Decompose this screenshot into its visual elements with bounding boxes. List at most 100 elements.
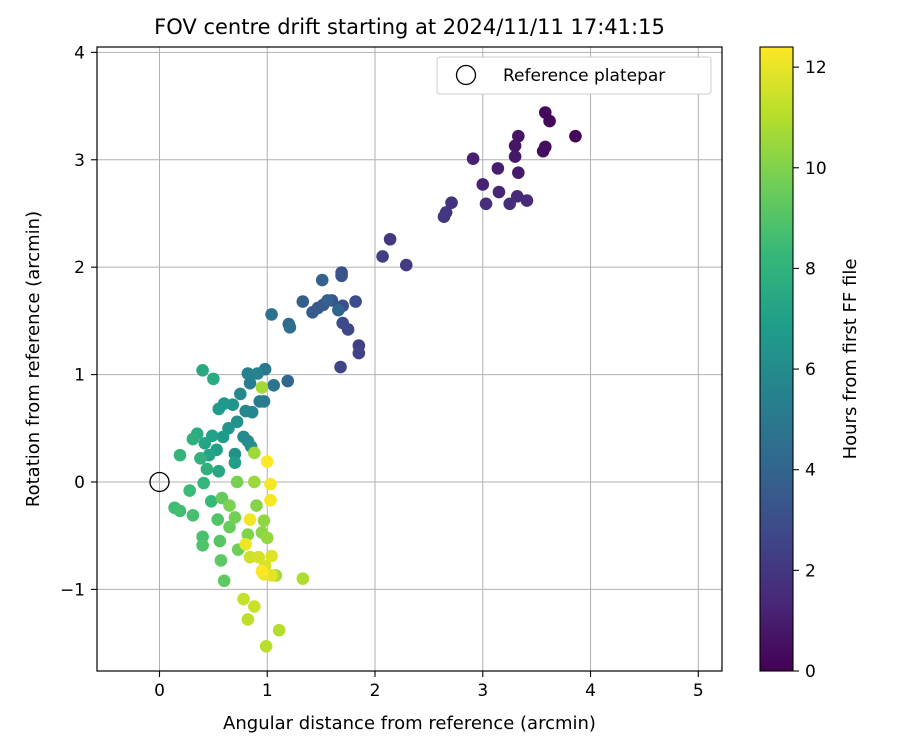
data-point (255, 564, 269, 578)
data-point (186, 508, 200, 522)
y-axis-ticks: −1 0 1 2 3 4 (60, 43, 97, 600)
data-point (264, 493, 277, 507)
data-point (216, 430, 230, 444)
data-point (260, 531, 274, 545)
data-point (399, 258, 413, 272)
data-point (241, 528, 255, 541)
data-point (264, 477, 277, 491)
data-point (200, 462, 214, 476)
data-point (520, 194, 534, 207)
data-point (251, 367, 264, 380)
data-point (211, 513, 224, 526)
data-point (334, 360, 347, 374)
colorbar-tick-label: 10 (805, 159, 827, 179)
colorbar-ticks: 0 2 4 6 8 10 12 (793, 58, 827, 682)
x-tick-label: 0 (154, 681, 165, 701)
data-point (243, 376, 257, 390)
data-point (569, 129, 582, 143)
data-point (230, 475, 244, 489)
data-point (512, 129, 525, 143)
data-point (214, 554, 228, 567)
data-point (336, 316, 349, 330)
data-point (212, 402, 226, 416)
x-tick-label: 3 (477, 681, 488, 701)
data-point (335, 269, 348, 283)
data-point (259, 639, 273, 653)
data-point (239, 537, 253, 551)
data-point (306, 305, 319, 319)
data-point (479, 197, 493, 211)
data-point (217, 574, 231, 588)
data-point (445, 196, 458, 210)
data-point (255, 381, 269, 394)
data-point (536, 144, 550, 158)
data-point (466, 152, 480, 165)
colorbar-tick-label: 0 (805, 662, 816, 682)
colorbar-tick-label: 4 (805, 461, 816, 481)
data-point (296, 572, 310, 585)
data-point (538, 106, 552, 119)
data-point (272, 623, 286, 637)
x-axis-ticks: 0 1 2 3 4 5 (154, 671, 704, 701)
data-point (376, 250, 389, 263)
data-point (281, 374, 295, 388)
plot-background (97, 47, 722, 671)
data-point (228, 511, 242, 524)
colorbar-tick-label: 6 (805, 360, 816, 380)
data-point (267, 379, 281, 392)
data-point (437, 210, 451, 223)
chart-title: FOV centre drift starting at 2024/11/11 … (154, 15, 665, 39)
data-point (257, 395, 271, 408)
x-tick-label: 1 (262, 681, 273, 701)
data-point (508, 139, 522, 153)
data-point (212, 464, 226, 478)
data-point (492, 185, 506, 199)
data-point (173, 448, 187, 462)
data-point (204, 495, 218, 508)
plot-frame (96, 46, 723, 672)
data-point (197, 476, 210, 490)
y-tick-label: 2 (74, 258, 85, 278)
data-point (260, 455, 274, 468)
data-point (223, 499, 236, 512)
data-point (332, 303, 345, 317)
data-point (508, 150, 522, 163)
x-tick-label: 5 (693, 681, 704, 701)
data-point (248, 475, 261, 489)
data-point (349, 295, 362, 308)
colorbar-tick-label: 2 (805, 561, 816, 581)
colorbar-frame (759, 46, 794, 672)
data-point (183, 484, 196, 497)
colorbar-tick-label: 12 (805, 58, 827, 78)
data-point (315, 273, 329, 287)
data-point (196, 539, 209, 552)
colorbar: 0 2 4 6 8 10 12 Hours from first FF file (759, 46, 861, 682)
data-points (168, 106, 582, 653)
data-point (186, 432, 200, 446)
data-point (194, 452, 207, 465)
data-point (383, 232, 397, 246)
data-point (223, 520, 236, 534)
x-tick-label: 4 (585, 681, 596, 701)
y-tick-label: 0 (74, 473, 85, 493)
data-point (237, 430, 250, 444)
data-point (234, 387, 247, 401)
data-point (239, 404, 253, 418)
y-tick-label: 1 (74, 366, 85, 386)
data-point (265, 308, 278, 321)
colorbar-label: Hours from first FF file (840, 259, 861, 460)
plot-area: 0 1 2 3 4 5 −1 0 1 2 3 4 (60, 43, 723, 701)
data-point (283, 321, 297, 334)
y-tick-label: 4 (74, 43, 85, 63)
data-point (265, 549, 278, 563)
legend-marker (455, 64, 477, 86)
data-point (352, 346, 366, 360)
legend-frame (436, 56, 712, 95)
data-point (241, 613, 255, 626)
data-point (491, 162, 505, 175)
data-point (252, 550, 265, 564)
data-point (228, 456, 242, 469)
data-point (213, 534, 227, 548)
data-point (250, 499, 263, 512)
